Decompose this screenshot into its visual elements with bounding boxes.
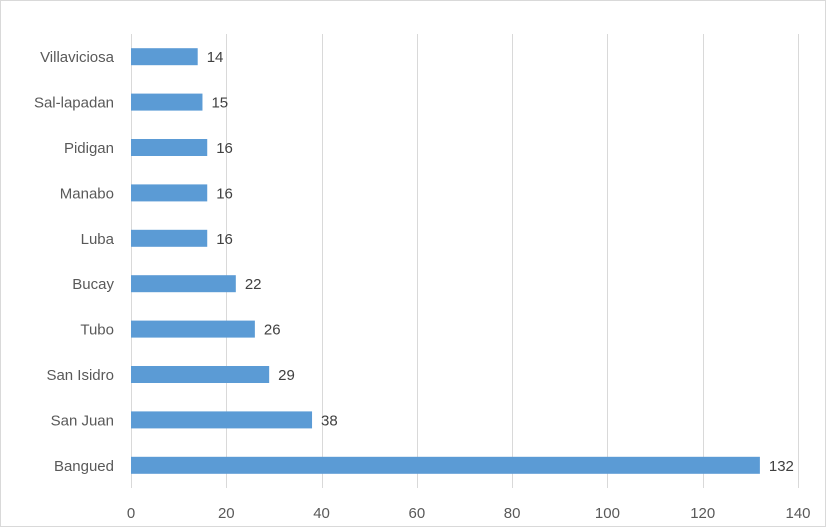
bar-value-label: 16	[216, 185, 233, 202]
x-tick-label: 20	[218, 505, 235, 522]
bar-value-label: 132	[769, 458, 794, 475]
x-tick-label: 60	[409, 505, 426, 522]
bar	[131, 456, 760, 474]
x-tick-label: 0	[127, 505, 135, 522]
x-tick-label: 100	[595, 505, 620, 522]
category-label: Bangued	[54, 458, 114, 475]
category-axis-labels: Villaviciosa Sal-lapadan Pidigan Manabo Luba…	[34, 49, 115, 475]
category-label: Bucay	[72, 276, 114, 293]
bar	[131, 184, 208, 202]
bar	[131, 411, 313, 429]
bar-value-label: 22	[245, 276, 262, 293]
bar-value-label: 29	[278, 367, 295, 384]
bar	[131, 366, 270, 383]
bar	[131, 320, 255, 338]
bar-value-label: 14	[207, 49, 224, 66]
x-tick-label: 80	[504, 505, 521, 522]
bar	[131, 139, 208, 156]
x-tick-label: 120	[690, 505, 715, 522]
category-label: Manabo	[60, 185, 114, 202]
bar-value-label: 26	[264, 322, 281, 339]
category-label: Luba	[81, 231, 115, 248]
category-label: Sal-lapadan	[34, 95, 114, 112]
x-tick-label: 40	[313, 505, 330, 522]
x-tick-label: 140	[785, 505, 810, 522]
category-label: Tubo	[80, 322, 114, 339]
bar	[131, 229, 208, 247]
category-label: Villaviciosa	[40, 49, 115, 66]
bar	[131, 93, 203, 111]
category-label: Pidigan	[64, 140, 114, 157]
bars	[131, 48, 760, 474]
bar	[131, 275, 236, 293]
bar	[131, 48, 198, 66]
category-label: San Juan	[51, 412, 114, 429]
data-labels: 14 15 16 16 16 22 26 29 38 132	[207, 49, 794, 475]
value-axis-labels: 0 20 40 60 80 100 120 140	[127, 505, 811, 522]
bar-value-label: 16	[216, 231, 233, 248]
category-label: San Isidro	[46, 367, 114, 384]
bar-value-label: 38	[321, 412, 338, 429]
bar-value-label: 16	[216, 140, 233, 157]
bar-value-label: 15	[211, 95, 228, 112]
